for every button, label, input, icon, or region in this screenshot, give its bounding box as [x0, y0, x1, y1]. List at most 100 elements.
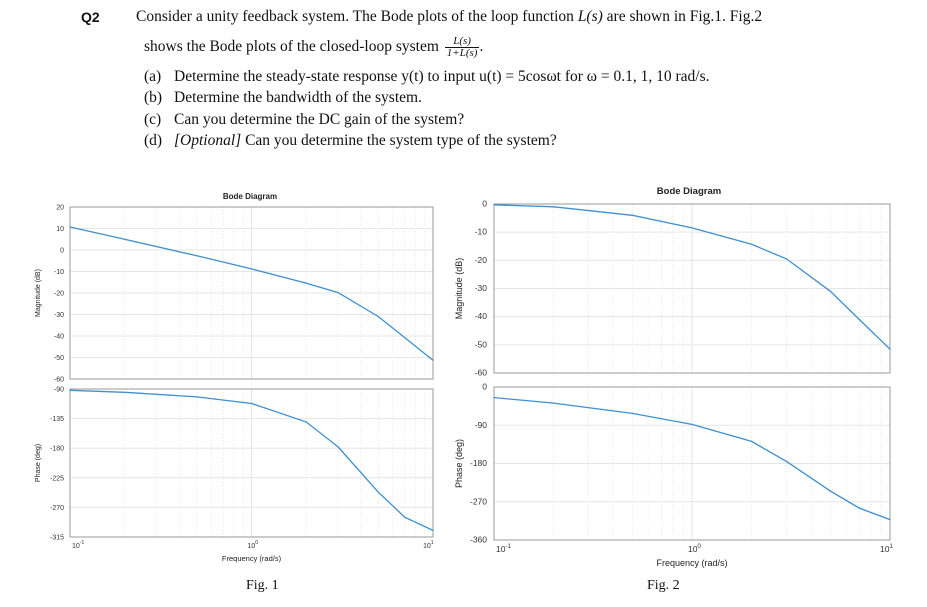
y-tick-label: -135 [50, 416, 64, 423]
y-tick-label: -60 [475, 368, 488, 378]
y-tick-label: 0 [60, 248, 64, 255]
y-tick-label: -20 [54, 291, 64, 298]
x-tick-exponent: 0 [697, 543, 701, 550]
data-point [631, 214, 633, 216]
plot-frame [69, 206, 434, 380]
x-tick-label: 10 [248, 543, 256, 550]
line2-pre: shows the Bode plots of the closed-loop … [144, 38, 443, 56]
data-point [553, 206, 555, 208]
y-tick-label: -90 [475, 420, 488, 430]
y-tick-label: -30 [54, 312, 64, 319]
y-tick-label: -270 [50, 505, 64, 512]
data-point [69, 389, 71, 391]
data-point [124, 391, 126, 393]
line2-post: . [479, 38, 484, 56]
data-point [751, 440, 753, 442]
data-point [404, 516, 406, 518]
data-point [858, 507, 860, 509]
y-tick-label: -10 [475, 227, 488, 237]
y-axis-label: Phase (deg) [35, 444, 42, 482]
y-tick-label: -360 [470, 535, 487, 545]
data-point [751, 243, 753, 245]
data-point [785, 258, 788, 260]
y-axis-label: Phase (deg) [454, 439, 464, 488]
data-point [69, 226, 71, 228]
data-point [432, 359, 434, 361]
x-tick-exponent: -1 [80, 540, 85, 546]
data-point [493, 204, 495, 206]
data-point [785, 460, 788, 462]
chart-title: Bode Diagram [223, 192, 277, 201]
y-tick-label: 20 [56, 205, 64, 212]
question-line-2: shows the Bode plots of the closed-loop … [144, 36, 483, 59]
y-tick-label: 0 [482, 199, 487, 209]
y-tick-label: -50 [475, 339, 488, 349]
x-tick-label: 10 [688, 544, 698, 554]
chart-title: Bode Diagram [657, 186, 721, 197]
y-axis-label: Magnitude (dB) [35, 269, 42, 317]
y-tick-label: -315 [50, 535, 64, 542]
y-tick-label: -50 [54, 355, 64, 362]
plot-frame [69, 388, 434, 538]
x-tick-label: 10 [72, 543, 80, 550]
data-point [337, 446, 339, 448]
item-label: (b) [144, 89, 163, 106]
data-point [829, 290, 831, 292]
question-number: Q2 [81, 9, 100, 25]
item-text: Determine the bandwidth of the system. [174, 89, 422, 106]
item-text: Can you determine the DC gain of the sys… [174, 111, 465, 128]
data-point [377, 316, 379, 318]
data-point [889, 519, 891, 521]
fraction-denominator: 1+L(s) [446, 47, 478, 59]
x-tick-exponent: -1 [505, 543, 511, 550]
data-point [196, 255, 198, 257]
y-tick-label: -20 [475, 255, 488, 265]
y-tick-label: -10 [54, 269, 64, 276]
fraction-numerator: L(s) [444, 36, 480, 48]
data-point [337, 291, 339, 294]
item-text: Determine the steady-state response y(t)… [174, 68, 710, 85]
data-point [553, 402, 555, 404]
data-point [305, 421, 307, 423]
item-label: (c) [144, 111, 162, 128]
data-point [250, 402, 253, 405]
figure-2-caption: Fig. 2 [647, 578, 680, 593]
data-point [305, 282, 307, 284]
data-point [124, 238, 126, 240]
y-tick-label: 0 [482, 382, 487, 392]
data-point [889, 348, 891, 350]
y-tick-label: -90 [54, 387, 64, 394]
figure-1-caption: Fig. 1 [246, 578, 279, 593]
y-tick-label: -180 [50, 446, 64, 453]
question-item-a: (a) Determine the steady-state response y… [144, 68, 709, 86]
y-tick-label: -60 [54, 377, 64, 384]
line1-math: L(s) [577, 8, 603, 25]
line1-post: are shown in Fig.1. Fig.2 [602, 8, 763, 25]
y-tick-label: -180 [470, 458, 487, 468]
item-text: Can you determine the system type of the… [241, 132, 557, 149]
y-tick-label: 10 [56, 226, 64, 233]
item-label: (a) [144, 68, 162, 85]
data-point [493, 397, 495, 399]
x-axis-label: Frequency (rad/s) [656, 558, 727, 568]
y-tick-label: -30 [475, 283, 488, 293]
y-tick-label: -40 [475, 311, 488, 321]
y-tick-label: -270 [470, 496, 487, 506]
question-line-1: Consider a unity feedback system. The Bo… [136, 8, 762, 26]
x-tick-exponent: 1 [431, 540, 434, 546]
x-tick-exponent: 0 [255, 540, 258, 546]
question-item-c: (c) Can you determine the DC gain of the … [144, 111, 464, 129]
x-axis-label: Frequency (rad/s) [222, 554, 282, 563]
data-point [196, 396, 198, 398]
data-point [631, 412, 633, 414]
closed-loop-fraction: L(s) 1+L(s) [444, 36, 480, 59]
data-point [691, 227, 693, 229]
question-item-d: (d) [Optional] Can you determine the syst… [144, 132, 557, 150]
item-label: (d) [144, 132, 163, 149]
y-tick-label: -225 [50, 475, 64, 482]
data-point [858, 318, 860, 321]
x-tick-exponent: 1 [889, 543, 893, 550]
line1-pre: Consider a unity feedback system. The Bo… [136, 8, 578, 25]
x-tick-label: 10 [423, 543, 431, 550]
